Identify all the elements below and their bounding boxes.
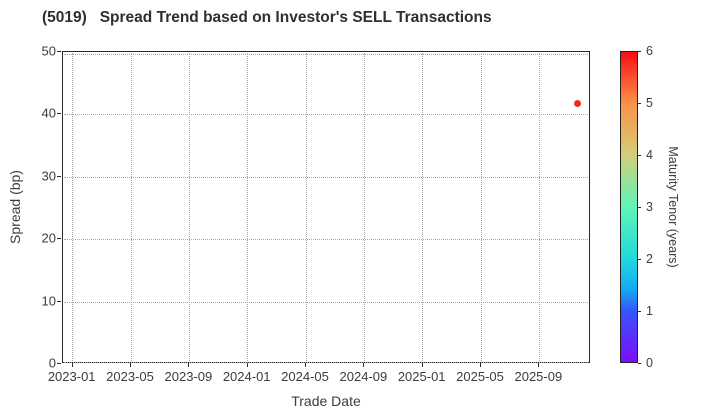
v-gridline <box>305 53 307 361</box>
x-tick-label: 2025-01 <box>397 369 446 384</box>
v-gridline <box>188 53 190 361</box>
x-tick-label: 2023-05 <box>106 369 154 384</box>
colorbar-tick-mark <box>638 207 641 208</box>
h-gridline <box>64 114 588 116</box>
y-tick-label: 50 <box>41 43 56 59</box>
x-tick-mark <box>480 363 482 367</box>
y-tick-mark <box>57 113 61 115</box>
x-tick-mark <box>305 363 307 367</box>
colorbar-tick-label: 3 <box>646 200 653 214</box>
v-gridline <box>538 53 540 361</box>
x-tick-label: 2024-01 <box>222 369 271 384</box>
plot-area <box>62 51 590 363</box>
colorbar-tick-mark <box>638 51 641 52</box>
v-gridline <box>130 53 132 361</box>
x-tick-label: 2025-05 <box>456 369 504 384</box>
y-tick-mark <box>57 51 61 52</box>
colorbar-gradient <box>621 52 637 362</box>
colorbar-tick-mark <box>638 259 641 260</box>
v-gridline <box>247 53 249 361</box>
x-tick-mark <box>538 363 540 367</box>
y-tick-mark <box>57 363 61 364</box>
h-gridline <box>64 301 588 303</box>
h-gridline <box>64 239 588 241</box>
x-tick-mark <box>71 363 73 367</box>
v-gridline <box>363 53 365 361</box>
colorbar-tick-label: 4 <box>646 148 653 162</box>
v-gridline <box>422 53 424 361</box>
x-tick-label: 2024-05 <box>281 369 329 384</box>
colorbar-label: Maturity Tenor (years) <box>666 146 680 268</box>
colorbar-tick-label: 6 <box>646 44 653 58</box>
y-tick-label: 20 <box>41 230 56 246</box>
y-tick-label: 10 <box>41 293 56 309</box>
x-tick-mark <box>130 363 132 367</box>
y-tick-mark <box>57 238 61 240</box>
data-point <box>574 100 582 108</box>
h-gridline <box>64 361 588 363</box>
y-tick-label: 0 <box>48 355 56 371</box>
colorbar-tick-mark <box>638 363 641 364</box>
colorbar-tick-mark <box>638 155 641 156</box>
chart-title: (5019) Spread Trend based on Investor's … <box>42 9 492 26</box>
h-gridline <box>64 53 588 55</box>
x-tick-label: 2024-09 <box>339 369 388 384</box>
colorbar-tick-label: 2 <box>646 252 653 266</box>
y-tick-label: 40 <box>41 105 56 121</box>
colorbar-tick-label: 0 <box>646 356 653 370</box>
colorbar-tick-mark <box>638 103 641 104</box>
x-tick-label: 2023-09 <box>164 369 213 384</box>
colorbar-tick-label: 5 <box>646 96 653 110</box>
y-tick-mark <box>57 300 61 302</box>
colorbar <box>620 51 638 363</box>
x-tick-label: 2023-01 <box>47 369 96 384</box>
x-tick-mark <box>421 363 423 367</box>
x-tick-mark <box>363 363 365 367</box>
colorbar-tick-label: 1 <box>646 304 653 318</box>
h-gridline <box>64 176 588 178</box>
x-tick-label: 2025-09 <box>514 369 563 384</box>
y-tick-label: 30 <box>41 168 56 184</box>
x-tick-mark <box>188 363 190 367</box>
y-tick-mark <box>57 175 61 177</box>
colorbar-tick-mark <box>638 311 641 312</box>
x-axis-label: Trade Date <box>291 393 361 409</box>
v-gridline <box>72 53 74 361</box>
v-gridline <box>480 53 482 361</box>
x-tick-mark <box>246 363 248 367</box>
